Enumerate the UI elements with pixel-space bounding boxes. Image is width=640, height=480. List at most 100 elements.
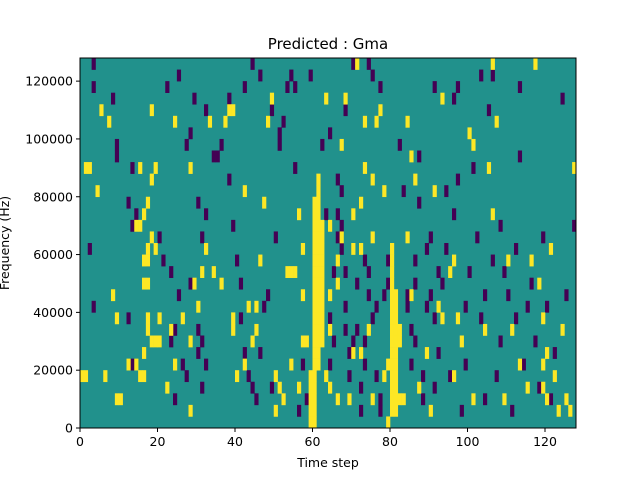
heatmap-cell-high [525, 381, 530, 394]
heatmap-cell-high [390, 393, 395, 406]
heatmap-cell-high [142, 347, 147, 359]
heatmap-cell-high [316, 185, 321, 198]
heatmap-cell-high [169, 323, 174, 336]
heatmap-cell-high [409, 289, 414, 302]
heatmap-cell-high [320, 323, 325, 336]
heatmap-cell-high [316, 266, 321, 278]
heatmap-cell-low [343, 104, 348, 117]
heatmap-cell-high [300, 289, 306, 302]
y-axis-label: Frequency (Hz) [0, 196, 12, 290]
heatmap-cell-high [316, 335, 321, 348]
heatmap-cell-low [196, 323, 201, 336]
heatmap-cell-high [277, 381, 282, 394]
heatmap-cell-low [91, 58, 96, 70]
heatmap-cell-low [269, 104, 275, 117]
heatmap-cell-high [138, 219, 143, 232]
heatmap-cell-high [196, 300, 201, 313]
y-tick-label: 20000 [33, 363, 73, 378]
heatmap-cell-high [335, 393, 340, 406]
heatmap-cell-low [475, 231, 480, 244]
heatmap-cell-high [149, 231, 154, 244]
heatmap-cell-high [142, 277, 147, 290]
heatmap-cell-high [417, 381, 422, 394]
heatmap-cell-high [308, 370, 313, 383]
heatmap-cell-low [246, 370, 251, 383]
heatmap-cell-low [424, 243, 430, 255]
heatmap-cell-high [378, 104, 383, 117]
heatmap-cell-high [316, 358, 321, 371]
heatmap-cell-high [320, 277, 325, 290]
heatmap-cell-low [517, 150, 523, 163]
heatmap-cell-high [393, 370, 399, 383]
heatmap-cell-high [312, 416, 317, 429]
heatmap-cell-high [328, 219, 333, 232]
heatmap-cell-low [347, 370, 352, 383]
y-tick-label: 100000 [25, 131, 73, 146]
heatmap-cell-low [204, 104, 209, 117]
heatmap-cell-low [386, 277, 391, 290]
heatmap-cell-low [471, 162, 476, 174]
heatmap-cell-high [312, 266, 317, 278]
heatmap-cell-high [401, 393, 406, 406]
heatmap-cell-high [285, 266, 290, 278]
heatmap-cell-high [533, 58, 538, 70]
heatmap-cell-high [393, 381, 399, 394]
heatmap-cell-high [266, 115, 271, 128]
heatmap-cell-low [242, 347, 247, 359]
heatmap-cell-low [483, 289, 488, 302]
x-tick-label: 20 [150, 434, 166, 449]
heatmap-cell-low [378, 81, 383, 93]
heatmap-cell-high [316, 231, 321, 244]
heatmap-cell-low [126, 312, 131, 325]
heatmap-cell-high [149, 335, 154, 348]
heatmap-cell-high [149, 173, 154, 186]
heatmap-cell-high [180, 312, 185, 325]
heatmap-cell-low [409, 323, 414, 336]
heatmap-cell-low [463, 300, 468, 313]
heatmap-cell-high [308, 381, 313, 394]
heatmap-cell-high [312, 335, 317, 348]
heatmap-cell-low [300, 358, 306, 371]
heatmap-cell-high [312, 231, 317, 244]
heatmap-cell-low [359, 404, 364, 417]
heatmap-cell-low [196, 347, 201, 359]
heatmap-cell-low [452, 208, 457, 221]
heatmap-cell-high [312, 312, 317, 325]
heatmap-cell-low [165, 81, 170, 93]
heatmap-cell-low [339, 219, 344, 232]
heatmap-cell-high [312, 381, 317, 394]
heatmap-cell-low [525, 300, 530, 313]
heatmap-cell-low [517, 81, 523, 93]
heatmap-cell-high [320, 231, 325, 244]
heatmap-cell-low [355, 277, 360, 290]
heatmap-cell-low [242, 81, 247, 93]
heatmap-cell-high [188, 162, 193, 174]
heatmap-cell-high [134, 219, 139, 232]
heatmap-cell-high [308, 416, 313, 429]
heatmap-cell-high [370, 231, 375, 244]
heatmap-cell-low [401, 185, 406, 198]
heatmap-cell-high [328, 323, 333, 336]
heatmap-cell-high [149, 104, 154, 117]
heatmap-cell-low [545, 300, 550, 313]
heatmap-cell-high [242, 185, 247, 198]
heatmap-cell-high [126, 358, 131, 371]
heatmap-cell-high [390, 335, 395, 348]
heatmap-cell-low [386, 254, 391, 267]
heatmap-cell-high [572, 162, 577, 174]
heatmap-cell-low [370, 312, 375, 325]
heatmap-cell-high [362, 162, 368, 174]
heatmap-cell-high [99, 104, 104, 117]
heatmap-cell-high [390, 243, 395, 255]
heatmap-cell-high [312, 277, 317, 290]
heatmap-cell-high [145, 312, 151, 325]
heatmap-cell-high [359, 196, 364, 209]
heatmap-cell-high [397, 323, 402, 336]
heatmap-cell-low [498, 335, 503, 348]
heatmap-cell-high [297, 381, 302, 394]
heatmap-cell-high [455, 312, 461, 325]
heatmap-cell-high [157, 312, 162, 325]
heatmap-cell-high [428, 404, 433, 417]
heatmap-cell-low [192, 92, 197, 105]
heatmap-cell-high [390, 358, 395, 371]
